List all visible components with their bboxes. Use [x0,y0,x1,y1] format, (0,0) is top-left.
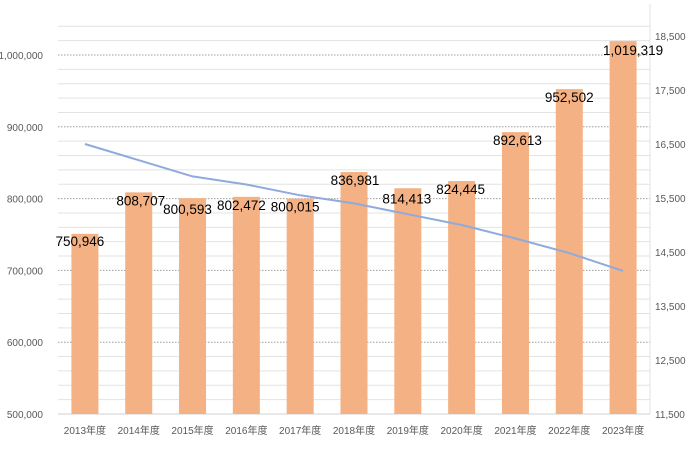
right-tick-label: 15,500 [655,194,686,205]
x-tick-label: 2014年度 [118,424,160,437]
right-tick-label: 12,500 [655,356,686,367]
data-label: 800,015 [271,200,320,215]
bar [179,198,207,414]
x-axis: 2013年度 2014年度 2015年度 2016年度 2017年度 2018年度 2019… [64,424,644,437]
bar [125,192,153,414]
x-tick-label: 2016年度 [225,424,267,437]
x-tick-label: 2013年度 [64,424,106,437]
data-label: 892,613 [493,133,542,148]
left-tick-label: 700,000 [7,266,44,277]
x-tick-label: 2015年度 [171,424,213,437]
x-tick-label: 2023年度 [602,424,644,437]
bar [71,233,99,414]
right-tick-label: 13,500 [655,302,686,313]
bars-layer [71,41,637,414]
right-axis: 11,500 12,500 13,500 14,500 15,500 16,500 17,5… [655,32,686,421]
x-tick-label: 2020年度 [441,424,483,437]
data-label: 800,593 [163,202,212,217]
bar [340,172,368,414]
left-tick-label: 1,000,000 [0,51,43,62]
right-tick-label: 14,500 [655,248,686,259]
bar [448,181,476,414]
data-label: 802,472 [217,198,266,213]
x-tick-label: 2018年度 [333,424,375,437]
right-tick-label: 11,500 [655,410,685,421]
data-label: 808,707 [116,193,165,208]
data-label: 836,981 [331,173,380,188]
left-tick-label: 900,000 [7,123,44,134]
data-label: 952,502 [545,90,594,105]
left-tick-label: 800,000 [7,195,44,206]
left-tick-label: 600,000 [7,338,44,349]
line-layer [84,143,624,272]
data-label: 750,946 [56,234,105,249]
x-tick-label: 2022年度 [548,424,590,437]
data-label: 1,019,319 [603,43,663,58]
right-tick-label: 17,500 [655,86,686,97]
right-tick-label: 16,500 [655,140,686,151]
bar [609,41,637,414]
x-tick-label: 2017年度 [279,424,321,437]
data-label: 824,445 [436,182,485,197]
left-axis: 500,000 600,000 700,000 800,000 900,000 1,000… [0,51,43,421]
x-tick-label: 2019年度 [387,424,429,437]
data-label: 814,413 [382,191,431,206]
right-tick-label: 18,500 [655,32,686,43]
x-tick-label: 2021年度 [494,424,536,437]
bar [394,188,422,414]
bar [501,132,529,414]
bar [286,198,314,414]
left-tick-label: 500,000 [7,410,44,421]
bar [232,196,260,414]
